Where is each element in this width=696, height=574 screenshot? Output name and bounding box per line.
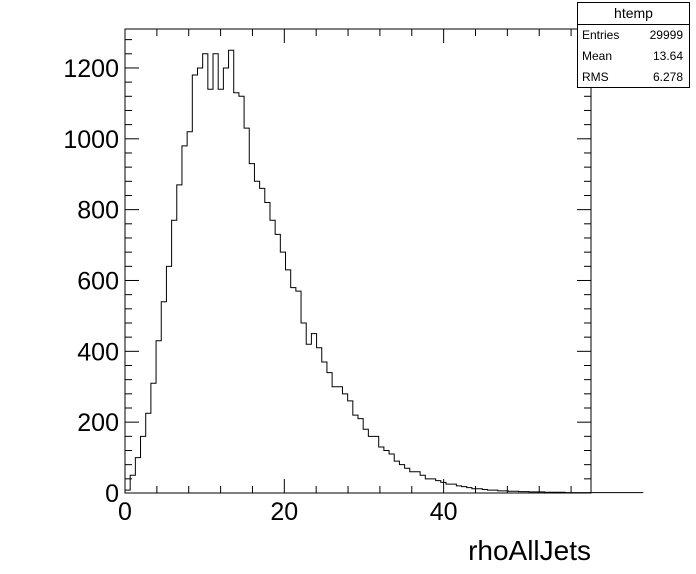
stats-row-mean: Mean 13.64 (578, 46, 689, 67)
y-tick-label: 0 (105, 480, 119, 508)
plot-frame (124, 28, 592, 494)
y-tick-label: 600 (77, 267, 119, 295)
x-tick-labels: 0 20 40 (118, 498, 457, 526)
y-tick-label: 1200 (63, 55, 119, 83)
stats-label: Mean (582, 49, 613, 63)
stats-label: Entries (582, 28, 620, 42)
stats-value: 13.64 (652, 49, 683, 63)
x-tick-label: 0 (118, 498, 132, 526)
x-axis-title: rhoAllJets (468, 535, 591, 566)
y-tick-label: 800 (77, 197, 119, 225)
stats-title: htemp (578, 3, 689, 25)
y-tick-label: 400 (77, 338, 119, 366)
stats-value: 29999 (649, 28, 683, 42)
stats-row-entries: Entries 29999 (578, 25, 689, 46)
x-tick-label: 20 (270, 498, 298, 526)
stats-box: htemp Entries 29999 Mean 13.64 RMS 6.278 (577, 2, 690, 88)
y-tick-label: 1000 (63, 126, 119, 154)
stats-label: RMS (582, 70, 609, 84)
y-tick-labels: 0 200 400 600 800 1000 1200 (63, 55, 119, 508)
stats-row-rms: RMS 6.278 (578, 67, 689, 88)
stats-value: 6.278 (652, 70, 683, 84)
histogram-outline (124, 49, 644, 494)
x-tick-label: 40 (430, 498, 458, 526)
y-tick-label: 200 (77, 409, 119, 437)
axis-ticks (124, 29, 591, 494)
